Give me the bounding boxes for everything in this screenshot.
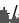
Text: b: b — [13, 0, 19, 20]
Text: c: c — [1, 5, 13, 23]
Text: τ = 149 +/– 51  min: τ = 149 +/– 51 min — [0, 4, 19, 21]
Text: a: a — [1, 0, 15, 20]
